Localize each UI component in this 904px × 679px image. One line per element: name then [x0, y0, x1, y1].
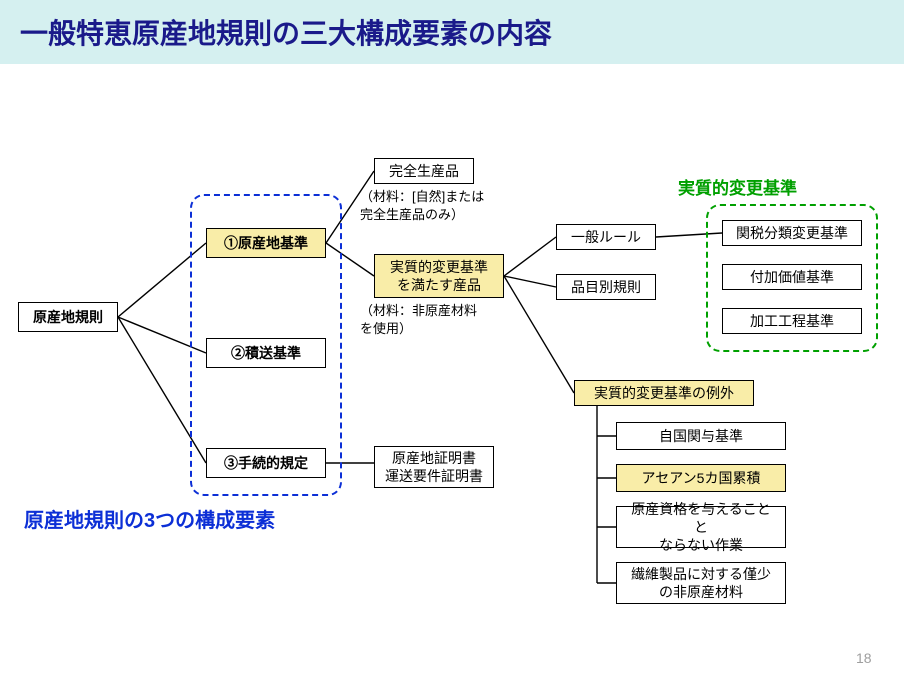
- group-blue-label: 原産地規則の3つの構成要素: [24, 504, 275, 533]
- node-line: の非原産材料: [659, 584, 743, 600]
- diagram-canvas: 原産地規則の3つの構成要素 実質的変更基準 原産地規則 ①原産地基準 ②積送基準…: [0, 64, 904, 679]
- note-line: （材料：[自然]または: [360, 189, 484, 204]
- node-wholly-obtained: 完全生産品: [374, 158, 474, 184]
- page-number: 18: [856, 650, 872, 666]
- node-line: 原産資格を与えることと: [631, 501, 771, 535]
- node-root: 原産地規則: [18, 302, 118, 332]
- node-domestic-involvement: 自国関与基準: [616, 422, 786, 450]
- node-certificates: 原産地証明書運送要件証明書: [374, 446, 494, 488]
- node-exceptions-header: 実質的変更基準の例外: [574, 380, 754, 406]
- node-transport-criteria: ②積送基準: [206, 338, 326, 368]
- note-line: （材料：非原産材料: [360, 303, 477, 318]
- note-line: を使用）: [360, 321, 412, 336]
- group-green-label: 実質的変更基準: [678, 174, 797, 199]
- node-line: 繊維製品に対する僅少: [631, 566, 771, 582]
- node-textile-deminimis: 繊維製品に対する僅少の非原産材料: [616, 562, 786, 604]
- node-substantial-transform: 実質的変更基準を満たす産品: [374, 254, 504, 298]
- note-materials-nonorigin: （材料：非原産材料 を使用）: [360, 302, 477, 337]
- node-value-added: 付加価値基準: [722, 264, 862, 290]
- node-tariff-classification: 関税分類変更基準: [722, 220, 862, 246]
- node-line: 実質的変更基準: [390, 259, 488, 275]
- node-origin-criteria: ①原産地基準: [206, 228, 326, 258]
- node-line: を満たす産品: [397, 277, 481, 293]
- node-line: 運送要件証明書: [385, 468, 483, 484]
- page-title: 一般特恵原産地規則の三大構成要素の内容: [0, 0, 904, 64]
- node-procedural: ③手続的規定: [206, 448, 326, 478]
- node-processing: 加工工程基準: [722, 308, 862, 334]
- node-line: 原産地証明書: [392, 450, 476, 466]
- node-product-specific: 品目別規則: [556, 274, 656, 300]
- note-materials-natural: （材料：[自然]または 完全生産品のみ）: [360, 188, 484, 223]
- node-line: ならない作業: [659, 537, 743, 553]
- node-non-qualifying-ops: 原産資格を与えることとならない作業: [616, 506, 786, 548]
- node-asean-cumulation: アセアン5カ国累積: [616, 464, 786, 492]
- note-line: 完全生産品のみ）: [360, 207, 464, 222]
- node-general-rule: 一般ルール: [556, 224, 656, 250]
